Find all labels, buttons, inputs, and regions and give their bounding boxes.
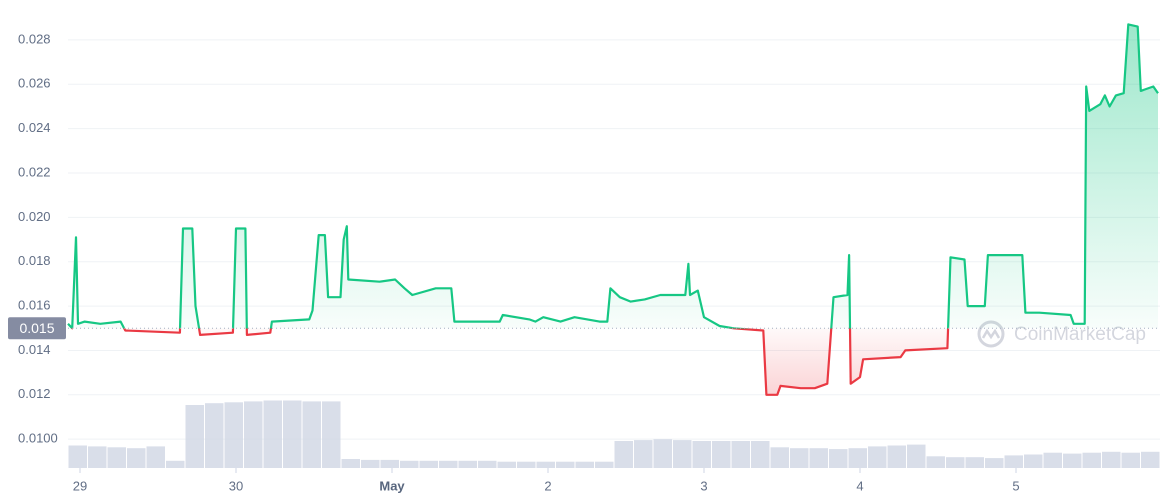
- x-tick-label: 4: [856, 478, 863, 493]
- volume-bar: [634, 440, 653, 468]
- volume-bar: [1141, 451, 1160, 468]
- volume-bar: [790, 448, 809, 468]
- volume-bar: [517, 461, 536, 468]
- y-tick-label: 0.014: [18, 342, 51, 357]
- watermark-text: CoinMarketCap: [1014, 324, 1146, 345]
- volume-bar: [400, 460, 419, 468]
- volume-bar: [244, 401, 263, 468]
- volume-bar: [809, 448, 828, 468]
- volume-bar: [458, 460, 477, 468]
- volume-bar: [380, 459, 399, 468]
- y-tick-label: 0.026: [18, 76, 51, 91]
- x-tick-label: 3: [700, 478, 707, 493]
- volume-bar: [1004, 455, 1023, 468]
- volume-bar: [68, 445, 87, 468]
- volume-bar: [575, 461, 594, 468]
- volume-bar: [556, 461, 575, 468]
- volume-bar: [341, 459, 360, 468]
- volume-bar: [127, 448, 146, 468]
- volume-bar: [107, 447, 126, 468]
- volume-bar: [224, 402, 243, 468]
- volume-bar: [673, 440, 692, 468]
- volume-bar: [302, 401, 321, 468]
- volume-bar: [205, 403, 224, 468]
- volume-bar: [907, 444, 926, 468]
- volume-bar: [166, 460, 185, 468]
- volume-bar: [361, 459, 380, 468]
- volume-bar: [614, 441, 633, 468]
- y-tick-label: 0.012: [18, 386, 51, 401]
- volume-bar: [1063, 453, 1082, 468]
- y-tick-label: 0.018: [18, 253, 51, 268]
- x-tick-label: 5: [1012, 478, 1019, 493]
- volume-bar: [478, 460, 497, 468]
- x-tick-label: 29: [73, 478, 87, 493]
- volume-bar: [770, 447, 789, 468]
- volume-bar: [497, 461, 516, 468]
- y-tick-label: 0.022: [18, 164, 51, 179]
- y-tick-label: 0.0100: [18, 431, 58, 446]
- y-tick-label: 0.024: [18, 120, 51, 135]
- volume-bar: [595, 461, 614, 468]
- volume-bar: [185, 405, 204, 468]
- volume-bar: [829, 449, 848, 468]
- volume-bar: [322, 401, 341, 468]
- x-tick-label: May: [379, 478, 405, 493]
- volume-bar: [692, 441, 711, 468]
- volume-bar: [536, 461, 555, 468]
- volume-bar: [263, 400, 282, 468]
- volume-bar: [965, 457, 984, 468]
- x-tick-label: 30: [229, 478, 243, 493]
- y-tick-label: 0.028: [18, 31, 51, 46]
- baseline-label: 0.015: [19, 320, 54, 336]
- volume-bar: [926, 456, 945, 468]
- volume-bar: [1024, 454, 1043, 468]
- volume-bar: [88, 446, 107, 468]
- volume-bar: [751, 441, 770, 468]
- volume-bar: [283, 400, 302, 468]
- volume-bar: [712, 441, 731, 468]
- volume-bar: [731, 441, 750, 468]
- volume-bar: [146, 446, 165, 468]
- volume-bar: [1121, 452, 1140, 468]
- volume-bar: [419, 460, 438, 468]
- x-tick-label: 2: [544, 478, 551, 493]
- volume-bar: [848, 448, 867, 468]
- baseline-label-bg: [8, 317, 66, 340]
- y-tick-label: 0.016: [18, 298, 51, 313]
- volume-bar: [887, 445, 906, 468]
- volume-bar: [653, 439, 672, 468]
- y-tick-label: 0.020: [18, 209, 51, 224]
- price-line: [67, 23, 1159, 396]
- volume-bar: [868, 446, 887, 468]
- volume-bar: [946, 457, 965, 468]
- price-area: [68, 24, 1158, 395]
- volume-bar: [1043, 452, 1062, 468]
- volume-bar: [985, 458, 1004, 468]
- volume-bar: [1102, 451, 1121, 468]
- volume-bar: [1082, 452, 1101, 468]
- volume-bar: [439, 460, 458, 468]
